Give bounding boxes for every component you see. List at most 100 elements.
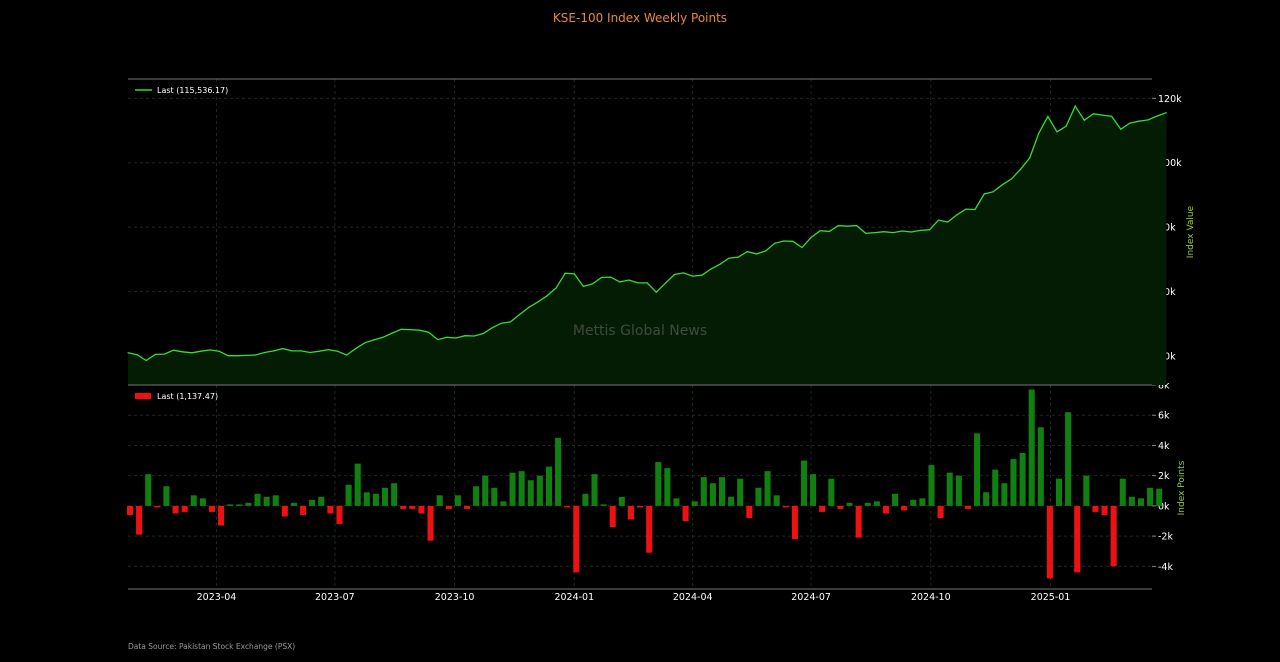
weekly-change-bar — [974, 433, 981, 506]
weekly-change-bar — [1119, 478, 1126, 506]
weekly-change-bar — [964, 505, 971, 509]
index-value-point — [801, 246, 803, 249]
index-value-point — [710, 268, 712, 270]
index-value-point — [327, 348, 329, 351]
weekly-change-bar — [1010, 459, 1017, 506]
weekly-change-bar — [1110, 505, 1117, 567]
index-value-point — [528, 306, 530, 308]
y-tick-label: 0k — [1158, 501, 1170, 512]
index-value-point — [309, 351, 311, 354]
weekly-change-bar — [819, 505, 826, 512]
index-value-point — [1165, 112, 1167, 114]
index-value-point — [227, 355, 229, 357]
weekly-change-bar — [363, 492, 370, 506]
weekly-change-bar — [1019, 453, 1026, 506]
weekly-change-bar — [518, 471, 525, 506]
index-value-point — [1074, 105, 1076, 107]
weekly-change-bar — [901, 505, 908, 511]
index-value-point — [555, 287, 557, 289]
index-value-point — [500, 322, 503, 324]
index-value-point — [473, 335, 475, 337]
y-tick-label: 6k — [1158, 411, 1170, 422]
index-value-point — [1129, 122, 1131, 124]
index-value-point — [200, 350, 202, 352]
index-value-point — [336, 350, 339, 352]
index-value-point — [1111, 115, 1113, 117]
weekly-change-bar — [983, 492, 990, 506]
weekly-change-bar — [828, 478, 835, 506]
index-value-point — [582, 285, 585, 288]
weekly-change-bar — [318, 496, 325, 506]
weekly-change-bar — [919, 498, 926, 506]
index-value-point — [910, 231, 912, 233]
index-value-point — [218, 350, 220, 352]
index-value-point — [1010, 178, 1013, 180]
y-tick-label: 120k — [1158, 94, 1182, 105]
index-value-point — [1120, 128, 1122, 130]
weekly-change-bar — [646, 505, 653, 553]
weekly-change-bar — [573, 505, 580, 573]
weekly-change-bar — [673, 498, 680, 506]
index-value-point — [682, 272, 685, 274]
index-value-point — [345, 354, 348, 356]
weekly-change-bar — [436, 495, 443, 506]
index-value-point — [455, 337, 457, 339]
y-tick-label: 40k — [1158, 352, 1176, 363]
index-value-point — [546, 295, 548, 297]
index-value-point — [519, 313, 521, 316]
y-tick-label: 60k — [1158, 287, 1176, 298]
index-value-point — [1001, 184, 1003, 186]
weekly-change-bar — [300, 505, 307, 515]
weekly-change-bar — [227, 504, 234, 506]
index-value-point — [182, 351, 184, 353]
y-tick-label: 8k — [1158, 381, 1170, 392]
index-value-point — [318, 350, 320, 352]
index-value-point — [382, 336, 384, 338]
index-value-point — [300, 350, 302, 352]
y-axis-label-index-points: Index Points — [1177, 460, 1187, 515]
weekly-change-bar — [591, 474, 598, 506]
x-tick-label: 2024-04 — [673, 592, 713, 603]
x-tick-label: 2024-10 — [911, 592, 951, 603]
index-value-point — [928, 229, 931, 231]
weekly-change-bar — [418, 505, 425, 514]
index-value-point — [427, 331, 430, 333]
index-value-point — [719, 263, 721, 265]
index-value-point — [564, 272, 566, 274]
weekly-change-bar — [773, 495, 780, 506]
index-value-point — [965, 208, 967, 210]
index-value-point — [1038, 132, 1040, 134]
weekly-change-bar — [618, 496, 625, 506]
weekly-change-bar — [327, 505, 334, 514]
weekly-change-bar — [126, 505, 134, 515]
y-tick-label: -4k — [1158, 562, 1173, 573]
weekly-change-bar — [482, 475, 489, 506]
index-value-point — [883, 231, 885, 233]
weekly-change-bar — [718, 477, 726, 506]
index-value-point — [491, 327, 493, 329]
index-value-point — [774, 242, 776, 244]
weekly-change-bar — [1083, 475, 1090, 506]
weekly-change-bar — [1065, 412, 1072, 506]
weekly-change-bar — [536, 475, 543, 506]
weekly-change-bar — [1037, 427, 1044, 506]
weekly-change-bar — [473, 486, 480, 506]
index-value-point — [136, 354, 138, 356]
index-value-point — [846, 225, 849, 227]
weekly-change-bar — [737, 478, 744, 506]
index-value-point — [1083, 119, 1085, 121]
weekly-change-bar — [873, 501, 880, 506]
weekly-change-bar — [782, 505, 789, 508]
weekly-change-bar — [755, 487, 762, 506]
index-value-point — [837, 224, 840, 227]
index-value-point — [437, 338, 439, 341]
weekly-change-bar — [409, 505, 416, 509]
weekly-change-bar — [764, 471, 771, 506]
index-value-point — [783, 240, 785, 242]
weekly-change-bar — [928, 465, 935, 506]
index-value-point — [792, 240, 794, 242]
weekly-change-bar — [700, 477, 707, 506]
weekly-change-bar — [882, 505, 889, 514]
weekly-change-bar — [1156, 488, 1163, 506]
